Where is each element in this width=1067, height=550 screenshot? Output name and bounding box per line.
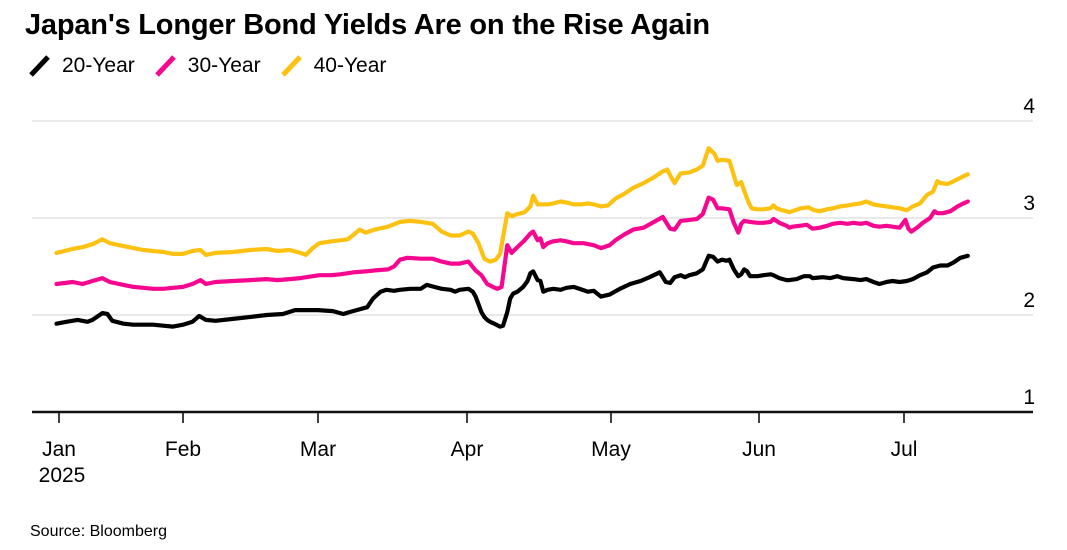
chart-legend: 20-Year 30-Year 40-Year xyxy=(28,53,405,79)
legend-item-30-year: 30-Year xyxy=(154,53,261,79)
legend-swatch-line-20-year xyxy=(29,55,50,77)
y-axis-label-2: 2 xyxy=(1023,289,1035,312)
legend-label-30-year: 30-Year xyxy=(187,54,261,77)
slash-icon xyxy=(29,55,50,77)
x-axis-label-mar: Mar xyxy=(300,438,336,461)
series-line-40-year xyxy=(54,146,970,264)
x-axis-label-apr: Apr xyxy=(451,438,484,461)
x-axis-label-jan: Jan xyxy=(42,438,76,461)
y-axis-label-4: 4 xyxy=(1023,95,1035,118)
legend-item-40-year: 40-Year xyxy=(280,53,387,79)
x-axis-sublabel-year: 2025 xyxy=(39,464,86,487)
legend-item-20-year: 20-Year xyxy=(28,53,135,79)
y-axis-label-1: 1 xyxy=(1023,386,1035,409)
legend-label-20-year: 20-Year xyxy=(62,54,135,77)
x-axis-label-jul: Jul xyxy=(891,438,918,461)
slash-icon xyxy=(154,55,176,77)
x-axis-label-jun: Jun xyxy=(742,438,776,461)
slash-icon xyxy=(280,55,302,77)
y-axis-label-3: 3 xyxy=(1023,192,1035,215)
series-line-30-year xyxy=(54,195,970,291)
legend-label-40-year: 40-Year xyxy=(313,54,387,77)
legend-swatch-line-40-year xyxy=(280,55,302,77)
x-axis-label-may: May xyxy=(591,438,631,461)
source-note: Source: Bloomberg xyxy=(30,523,167,540)
series-line-20-year xyxy=(54,253,970,329)
x-axis-label-feb: Feb xyxy=(165,438,201,461)
legend-swatch-line-30-year xyxy=(154,55,176,77)
chart-title: Japan's Longer Bond Yields Are on the Ri… xyxy=(25,9,710,41)
